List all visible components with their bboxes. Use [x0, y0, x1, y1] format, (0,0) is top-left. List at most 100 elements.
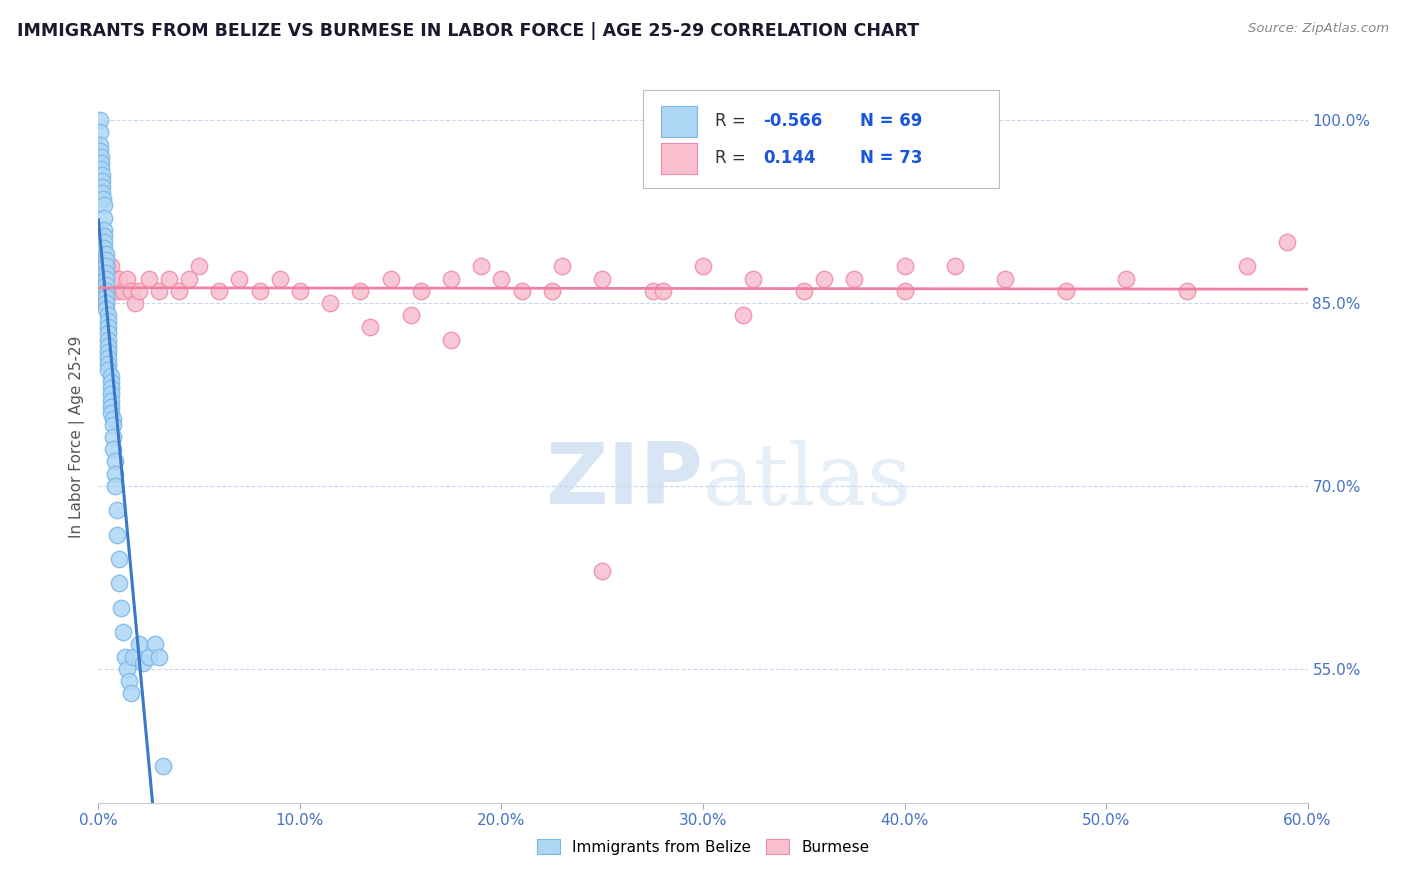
Point — [97, 363, 120, 377]
Point — [90, 150, 112, 164]
Point — [107, 552, 129, 566]
Point — [96, 247, 118, 261]
Point — [110, 600, 132, 615]
Point — [120, 284, 142, 298]
Bar — [661, 106, 697, 137]
Point — [470, 260, 492, 274]
Text: IMMIGRANTS FROM BELIZE VS BURMESE IN LABOR FORCE | AGE 25-29 CORRELATION CHART: IMMIGRANTS FROM BELIZE VS BURMESE IN LAB… — [17, 22, 920, 40]
Point — [138, 271, 160, 285]
Point — [591, 564, 613, 578]
Point — [228, 271, 250, 285]
Point — [101, 412, 124, 426]
Point — [111, 625, 134, 640]
Point — [103, 479, 125, 493]
Point — [101, 442, 124, 457]
Point — [90, 155, 112, 169]
Point — [101, 417, 124, 432]
Point — [97, 260, 120, 274]
Point — [742, 271, 765, 285]
Point — [96, 271, 118, 285]
Point — [115, 271, 138, 285]
Point — [97, 357, 120, 371]
Point — [1236, 260, 1258, 274]
Point — [103, 454, 125, 468]
Point — [97, 333, 120, 347]
Point — [349, 284, 371, 298]
Point — [91, 174, 114, 188]
Point — [91, 168, 114, 182]
Point — [96, 290, 118, 304]
Point — [90, 161, 112, 176]
Point — [91, 271, 114, 285]
Point — [844, 271, 866, 285]
Point — [100, 387, 122, 401]
Point — [96, 271, 118, 285]
Point — [89, 137, 111, 152]
Point — [143, 637, 166, 651]
Text: Source: ZipAtlas.com: Source: ZipAtlas.com — [1249, 22, 1389, 36]
Point — [100, 381, 122, 395]
Point — [93, 284, 115, 298]
Point — [91, 284, 114, 298]
Point — [96, 296, 118, 310]
Point — [89, 260, 111, 274]
Point — [179, 271, 201, 285]
Text: ZIP: ZIP — [546, 440, 703, 523]
Point — [100, 400, 122, 414]
Point — [89, 144, 111, 158]
Point — [91, 180, 114, 194]
Point — [641, 284, 664, 298]
Point — [91, 186, 114, 201]
Point — [167, 284, 190, 298]
Point — [97, 314, 120, 328]
Point — [793, 284, 815, 298]
Point — [120, 686, 142, 700]
Point — [96, 284, 118, 298]
Point — [101, 430, 124, 444]
Point — [97, 284, 120, 298]
Legend: Immigrants from Belize, Burmese: Immigrants from Belize, Burmese — [530, 833, 876, 861]
Point — [813, 271, 835, 285]
Point — [105, 284, 128, 298]
Point — [93, 198, 115, 212]
Text: R =: R = — [716, 112, 751, 130]
Text: atlas: atlas — [703, 440, 912, 523]
Point — [97, 320, 120, 334]
Point — [93, 241, 115, 255]
Point — [97, 271, 120, 285]
Point — [103, 271, 125, 285]
Point — [1054, 284, 1077, 298]
Point — [100, 393, 122, 408]
Point — [96, 260, 118, 274]
FancyBboxPatch shape — [643, 90, 1000, 188]
Point — [93, 223, 115, 237]
Point — [100, 376, 122, 390]
Text: N = 69: N = 69 — [860, 112, 922, 130]
Point — [510, 284, 533, 298]
Text: N = 73: N = 73 — [860, 149, 922, 167]
Point — [994, 271, 1017, 285]
Point — [269, 271, 291, 285]
Point — [97, 326, 120, 341]
Point — [100, 369, 122, 384]
Point — [93, 235, 115, 249]
Point — [1277, 235, 1299, 249]
Point — [188, 260, 211, 274]
Point — [591, 271, 613, 285]
Point — [409, 284, 432, 298]
Point — [128, 637, 150, 651]
Point — [97, 351, 120, 365]
Text: R =: R = — [716, 149, 751, 167]
Point — [157, 271, 180, 285]
Point — [96, 277, 118, 292]
Point — [93, 260, 115, 274]
Point — [115, 662, 138, 676]
Point — [440, 271, 463, 285]
Point — [249, 284, 271, 298]
Point — [100, 260, 122, 274]
Point — [124, 296, 146, 310]
Point — [101, 284, 124, 298]
Point — [491, 271, 513, 285]
Point — [551, 260, 574, 274]
Point — [93, 192, 115, 206]
